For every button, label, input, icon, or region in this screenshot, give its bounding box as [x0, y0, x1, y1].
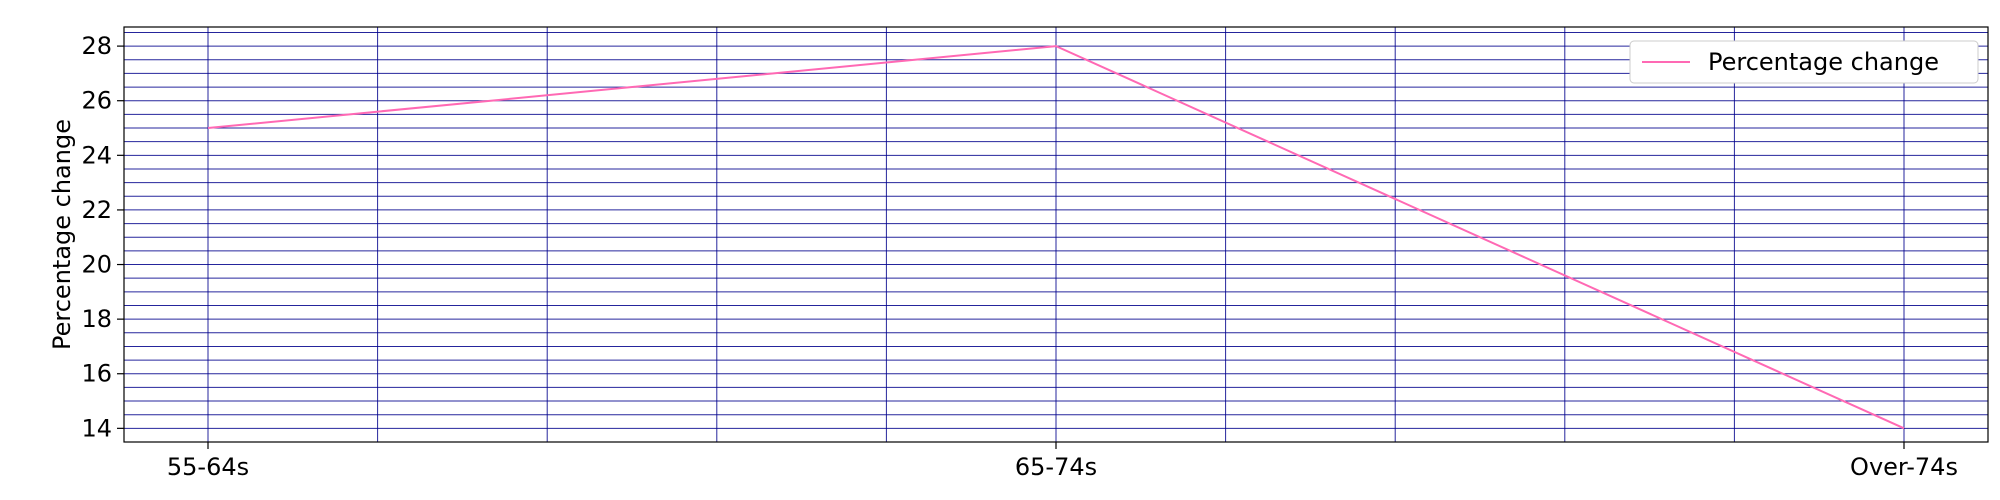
x-tick-label: 65-74s — [1015, 453, 1097, 481]
y-tick-label: 18 — [81, 305, 112, 333]
x-tick-label: 55-64s — [167, 453, 249, 481]
y-axis-label: Percentage change — [48, 119, 76, 350]
grid-lines — [124, 27, 1988, 443]
y-tick-label: 20 — [81, 251, 112, 279]
x-tick-label: Over-74s — [1850, 453, 1958, 481]
y-tick-label: 22 — [81, 196, 112, 224]
y-tick-label: 28 — [81, 32, 112, 60]
legend-label: Percentage change — [1708, 48, 1939, 76]
x-axis-ticks: 55-64s 65-74s Over-74s — [167, 442, 1958, 481]
y-tick-label: 24 — [81, 141, 112, 169]
y-axis-ticks: 14 16 18 20 22 24 26 28 — [81, 32, 124, 442]
y-tick-label: 26 — [81, 87, 112, 115]
legend: Percentage change — [1629, 40, 1979, 84]
legend-box — [1629, 40, 1979, 84]
series-layer — [207, 45, 1905, 430]
y-tick-label: 16 — [81, 360, 112, 388]
y-tick-label: 14 — [81, 414, 112, 442]
